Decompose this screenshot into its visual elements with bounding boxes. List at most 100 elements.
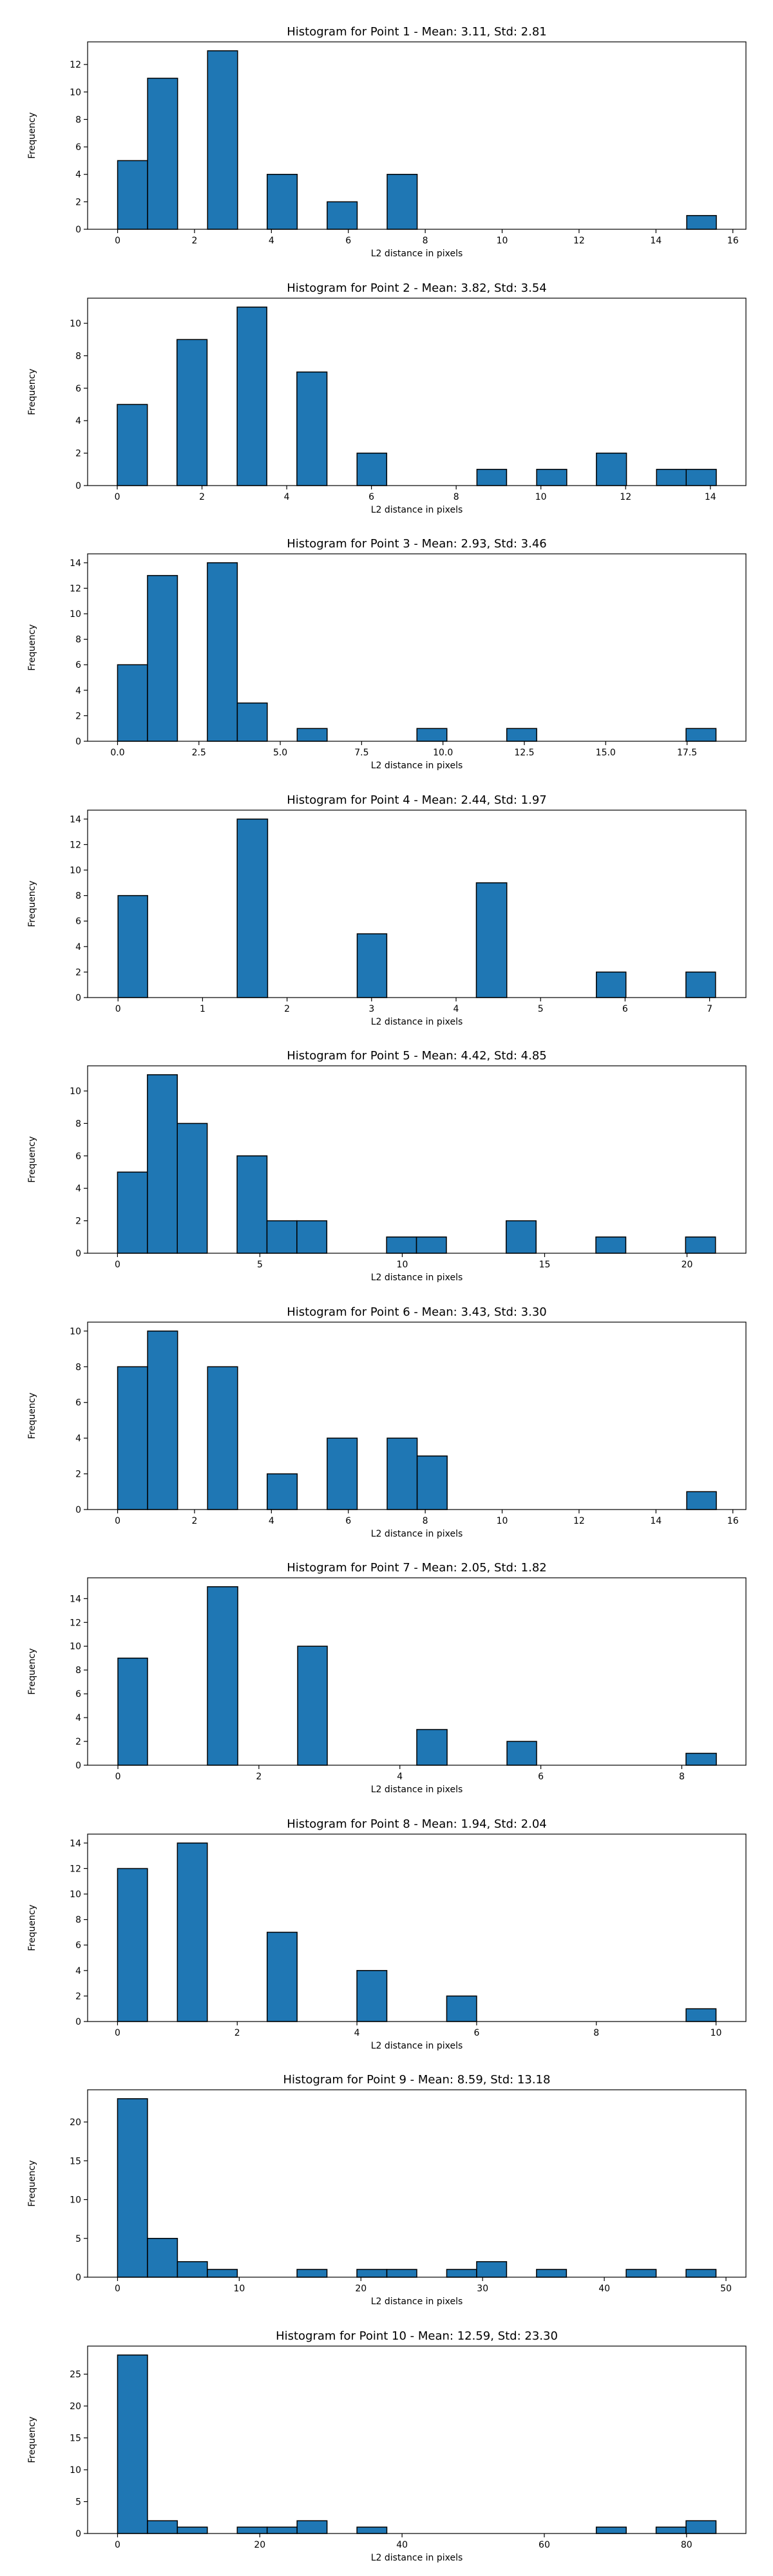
x-tick-label: 0 bbox=[115, 1516, 120, 1526]
x-tick-label: 5.0 bbox=[273, 748, 287, 758]
histogram-bar bbox=[416, 1728, 448, 1766]
y-tick-label: 6 bbox=[75, 383, 81, 393]
y-tick-label: 14 bbox=[70, 814, 81, 824]
y-tick-label: 8 bbox=[75, 1119, 81, 1129]
y-tick-label: 10 bbox=[70, 609, 81, 620]
y-tick-label: 10 bbox=[70, 1326, 81, 1336]
histogram-bar bbox=[356, 933, 388, 998]
x-tick-label: 3 bbox=[368, 1004, 374, 1014]
x-axis-label: L2 distance in pixels bbox=[371, 505, 463, 515]
x-tick-label: 40 bbox=[396, 2540, 408, 2550]
y-tick-label: 12 bbox=[70, 583, 81, 594]
x-tick-label: 0 bbox=[115, 2284, 120, 2294]
chart-title: Histogram for Point 7 - Mean: 2.05, Std:… bbox=[287, 1561, 547, 1575]
y-tick-label: 0 bbox=[75, 1249, 81, 1259]
histogram-bar bbox=[147, 77, 178, 230]
x-tick-label: 6 bbox=[345, 236, 351, 246]
y-tick-label: 8 bbox=[75, 115, 81, 125]
y-axis-label: Frequency bbox=[27, 2160, 37, 2206]
x-tick-label: 0 bbox=[115, 1004, 121, 1014]
histogram-bar bbox=[236, 1155, 268, 1254]
histogram-bar bbox=[536, 468, 568, 486]
x-tick-label: 10 bbox=[711, 2028, 722, 2038]
y-tick-label: 12 bbox=[70, 1864, 81, 1874]
y-tick-label: 2 bbox=[75, 1737, 81, 1747]
x-axis-label: L2 distance in pixels bbox=[371, 761, 463, 771]
y-tick-label: 0 bbox=[75, 2529, 81, 2539]
y-tick-label: 2 bbox=[75, 448, 81, 459]
y-tick-label: 0 bbox=[75, 2273, 81, 2283]
y-tick-label: 5 bbox=[75, 2497, 81, 2507]
histogram-bar bbox=[236, 306, 267, 486]
y-tick-label: 15 bbox=[70, 2156, 81, 2166]
histogram-bar bbox=[685, 2269, 717, 2278]
plot-frame bbox=[87, 553, 747, 742]
y-tick-label: 20 bbox=[70, 2401, 81, 2412]
y-tick-label: 0 bbox=[75, 993, 81, 1003]
chart-title: Histogram for Point 4 - Mean: 2.44, Std:… bbox=[287, 793, 547, 807]
plot-frame bbox=[87, 1321, 747, 1510]
y-tick-label: 14 bbox=[70, 558, 81, 569]
x-tick-label: 14 bbox=[705, 492, 716, 502]
histogram-bar bbox=[117, 1868, 148, 2022]
x-tick-label: 4 bbox=[284, 492, 290, 502]
histogram-panel-4: Histogram for Point 4 - Mean: 2.44, Std:… bbox=[27, 793, 747, 1027]
x-tick-label: 6 bbox=[622, 1004, 628, 1014]
x-tick-label: 7 bbox=[707, 1004, 712, 1014]
histogram-bar bbox=[266, 1931, 298, 2022]
histogram-bar bbox=[327, 201, 358, 230]
histogram-bar bbox=[117, 895, 148, 998]
x-tick-label: 17.5 bbox=[677, 748, 697, 758]
y-tick-label: 2 bbox=[75, 1217, 81, 1227]
y-tick-label: 6 bbox=[75, 1689, 81, 1700]
histogram-bar bbox=[386, 173, 418, 230]
histogram-panel-1: Histogram for Point 1 - Mean: 3.11, Std:… bbox=[27, 25, 747, 259]
histogram-bar bbox=[685, 468, 717, 486]
y-tick-label: 4 bbox=[75, 1713, 81, 1723]
x-axis-label: L2 distance in pixels bbox=[371, 2297, 463, 2307]
x-tick-label: 0 bbox=[115, 2028, 120, 2038]
x-tick-label: 14 bbox=[650, 236, 662, 246]
histogram-bar bbox=[595, 2526, 627, 2534]
x-tick-label: 5 bbox=[257, 1260, 263, 1270]
y-tick-label: 4 bbox=[75, 686, 81, 696]
histogram-bar bbox=[415, 1236, 447, 1254]
x-tick-label: 5 bbox=[538, 1004, 544, 1014]
x-tick-label: 12 bbox=[573, 1516, 585, 1526]
x-tick-label: 8 bbox=[679, 1772, 685, 1782]
y-tick-label: 10 bbox=[70, 2195, 81, 2206]
chart-title: Histogram for Point 3 - Mean: 2.93, Std:… bbox=[287, 537, 547, 551]
x-tick-label: 12 bbox=[620, 492, 631, 502]
histogram-bar bbox=[117, 160, 148, 230]
x-tick-label: 4 bbox=[269, 236, 274, 246]
y-axis-label: Frequency bbox=[27, 368, 37, 415]
histogram-bar bbox=[327, 1437, 358, 1510]
y-tick-label: 4 bbox=[75, 1184, 81, 1194]
y-axis-label: Frequency bbox=[27, 112, 37, 158]
histogram-bar bbox=[147, 574, 178, 742]
histogram-bar bbox=[416, 1455, 448, 1510]
y-tick-label: 0 bbox=[75, 225, 81, 235]
chart-title: Histogram for Point 8 - Mean: 1.94, Std:… bbox=[287, 1817, 547, 1831]
x-tick-label: 30 bbox=[477, 2284, 488, 2294]
histogram-bar bbox=[685, 2519, 717, 2534]
y-tick-label: 6 bbox=[75, 916, 81, 927]
y-tick-label: 4 bbox=[75, 942, 81, 952]
x-tick-label: 80 bbox=[681, 2540, 692, 2550]
histogram-bar bbox=[236, 818, 269, 998]
histogram-panel-9: Histogram for Point 9 - Mean: 8.59, Std:… bbox=[27, 2073, 747, 2307]
chart-title: Histogram for Point 10 - Mean: 12.59, St… bbox=[276, 2329, 558, 2343]
histogram-bar bbox=[595, 1236, 627, 1254]
y-tick-label: 14 bbox=[70, 1838, 81, 1848]
histogram-bar bbox=[685, 1752, 717, 1766]
y-tick-label: 2 bbox=[75, 1991, 81, 2002]
histogram-bar bbox=[356, 2269, 388, 2278]
histogram-bar bbox=[356, 2526, 388, 2534]
x-tick-label: 7.5 bbox=[354, 748, 368, 758]
histogram-bar bbox=[655, 2526, 687, 2534]
x-tick-label: 2 bbox=[191, 236, 197, 246]
x-axis-label: L2 distance in pixels bbox=[371, 1017, 463, 1027]
histogram-bar bbox=[506, 728, 537, 742]
y-tick-label: 2 bbox=[75, 1469, 81, 1479]
y-tick-label: 10 bbox=[70, 1642, 81, 1652]
